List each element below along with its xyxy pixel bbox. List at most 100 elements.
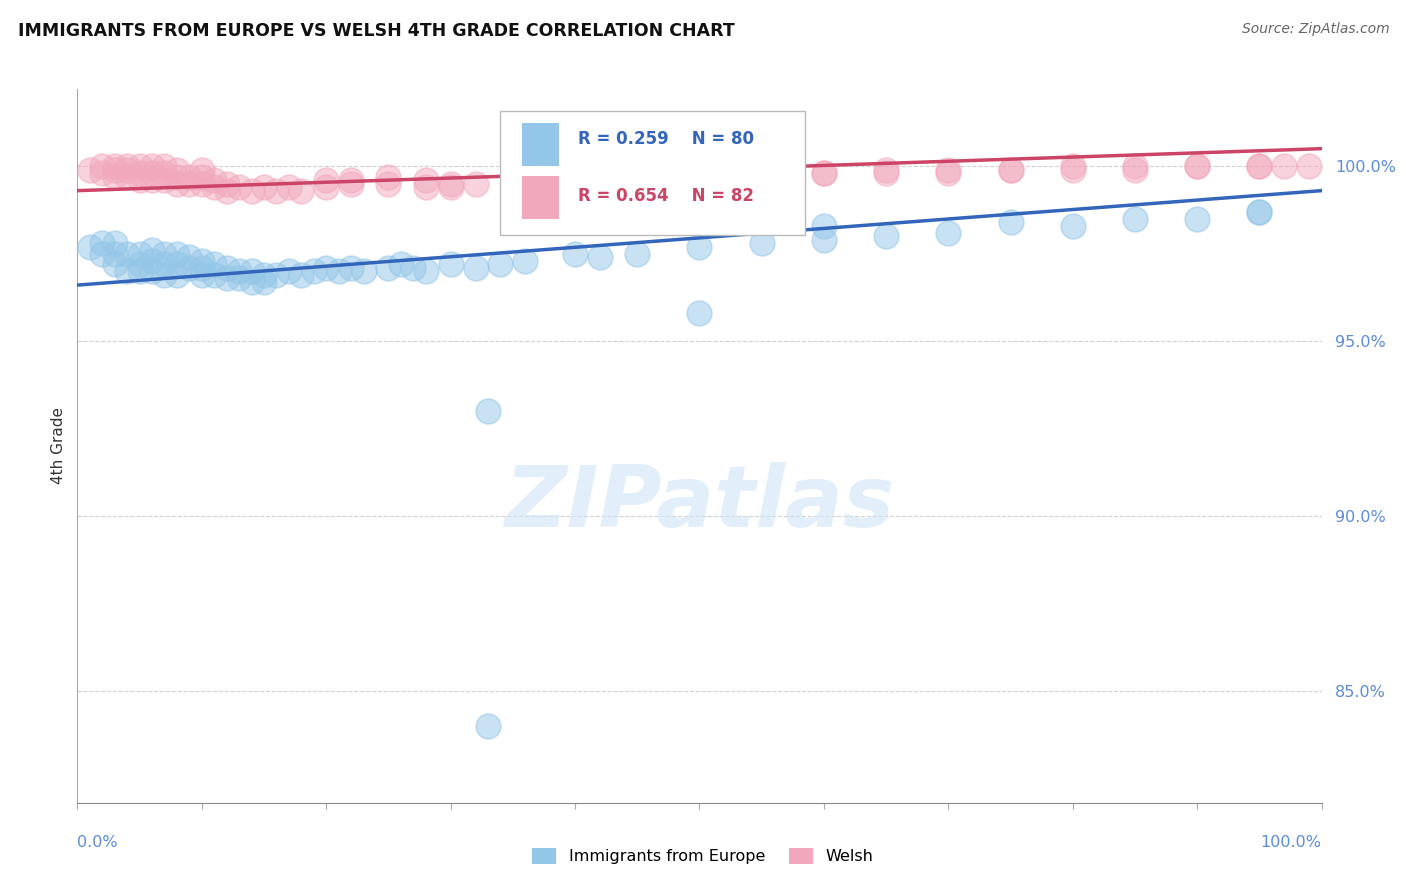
Point xyxy=(477,719,499,733)
Point xyxy=(240,264,263,278)
Point xyxy=(191,268,214,282)
Point xyxy=(477,404,499,418)
Point xyxy=(938,162,960,177)
Text: ZIPatlas: ZIPatlas xyxy=(505,461,894,545)
Point xyxy=(813,166,835,180)
Point xyxy=(689,306,711,320)
Point xyxy=(79,239,101,253)
Point xyxy=(191,162,214,177)
Point xyxy=(415,173,437,187)
Point xyxy=(104,159,127,173)
Point xyxy=(813,166,835,180)
Point xyxy=(253,275,276,289)
Point xyxy=(153,159,176,173)
Point xyxy=(153,268,176,282)
Point xyxy=(153,166,176,180)
Point xyxy=(751,169,773,184)
Point xyxy=(340,177,363,191)
Point xyxy=(253,180,276,194)
Point xyxy=(115,169,138,184)
Point xyxy=(277,264,299,278)
Y-axis label: 4th Grade: 4th Grade xyxy=(51,408,66,484)
Point xyxy=(689,169,711,184)
Point xyxy=(179,169,201,184)
Text: 0.0%: 0.0% xyxy=(77,836,118,850)
Point xyxy=(1187,211,1209,226)
Point xyxy=(626,169,648,184)
Point xyxy=(266,184,288,198)
Text: Source: ZipAtlas.com: Source: ZipAtlas.com xyxy=(1241,22,1389,37)
Point xyxy=(340,260,363,275)
Point xyxy=(215,260,238,275)
Point xyxy=(240,184,263,198)
Point xyxy=(141,159,163,173)
Point xyxy=(191,260,214,275)
Point xyxy=(1123,162,1146,177)
Point xyxy=(464,177,486,191)
Point xyxy=(215,177,238,191)
Point xyxy=(91,159,114,173)
Text: 100.0%: 100.0% xyxy=(1261,836,1322,850)
Point xyxy=(389,257,412,271)
Point xyxy=(751,166,773,180)
Point xyxy=(589,166,612,180)
Point xyxy=(104,236,127,251)
Point xyxy=(215,184,238,198)
Text: R = 0.259    N = 80: R = 0.259 N = 80 xyxy=(578,130,754,148)
Point xyxy=(179,260,201,275)
Point xyxy=(290,268,312,282)
Point xyxy=(813,219,835,233)
Point xyxy=(166,246,188,260)
Point xyxy=(751,236,773,251)
Point xyxy=(875,229,897,244)
Point xyxy=(689,169,711,184)
Point xyxy=(115,162,138,177)
Point xyxy=(228,271,250,285)
Point xyxy=(1062,219,1084,233)
Point xyxy=(875,162,897,177)
Point xyxy=(564,173,586,187)
Point xyxy=(191,253,214,268)
Point xyxy=(228,180,250,194)
Point xyxy=(1062,162,1084,177)
Point xyxy=(104,257,127,271)
Point xyxy=(1249,159,1271,173)
Point xyxy=(153,173,176,187)
Point xyxy=(153,257,176,271)
Point xyxy=(1272,159,1295,173)
Point xyxy=(564,169,586,184)
Point xyxy=(515,253,537,268)
Point xyxy=(91,236,114,251)
Point xyxy=(141,253,163,268)
Point xyxy=(875,166,897,180)
Point xyxy=(489,257,512,271)
Point xyxy=(202,173,225,187)
Point xyxy=(115,264,138,278)
Point xyxy=(166,162,188,177)
Point xyxy=(1000,215,1022,229)
Point xyxy=(166,169,188,184)
Point xyxy=(166,177,188,191)
Point xyxy=(79,162,101,177)
Point xyxy=(1000,162,1022,177)
Point xyxy=(415,180,437,194)
Point xyxy=(415,264,437,278)
FancyBboxPatch shape xyxy=(522,177,558,219)
Point xyxy=(564,246,586,260)
Point xyxy=(302,264,325,278)
Point xyxy=(377,177,399,191)
Point xyxy=(502,177,524,191)
Point xyxy=(91,166,114,180)
Point xyxy=(141,173,163,187)
Point xyxy=(128,166,150,180)
Point xyxy=(128,257,150,271)
Point xyxy=(938,166,960,180)
Point xyxy=(315,180,337,194)
Point xyxy=(315,260,337,275)
Point xyxy=(141,264,163,278)
Text: IMMIGRANTS FROM EUROPE VS WELSH 4TH GRADE CORRELATION CHART: IMMIGRANTS FROM EUROPE VS WELSH 4TH GRAD… xyxy=(18,22,735,40)
Point xyxy=(353,264,375,278)
Point xyxy=(689,239,711,253)
Point xyxy=(215,271,238,285)
Point xyxy=(1187,159,1209,173)
